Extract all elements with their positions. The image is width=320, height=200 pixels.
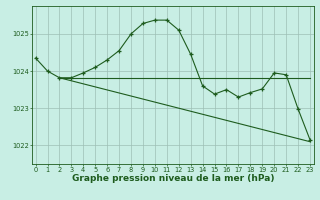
X-axis label: Graphe pression niveau de la mer (hPa): Graphe pression niveau de la mer (hPa): [72, 174, 274, 183]
